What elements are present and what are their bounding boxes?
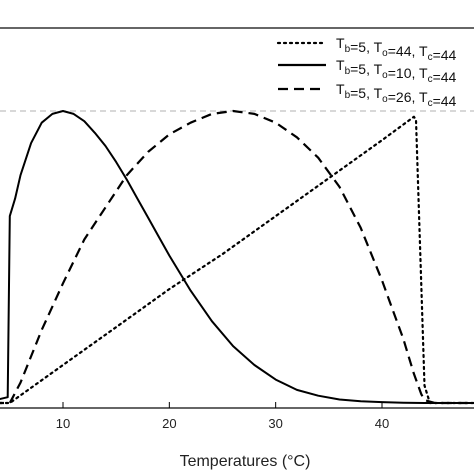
plot-frame (0, 27, 474, 409)
x-tick-label: 10 (56, 416, 70, 431)
series-line-solid (0, 110, 474, 404)
x-axis-title: Temperatures (°C) (180, 453, 311, 470)
series-line-dotted (0, 115, 474, 405)
legend-label: Tb=5, To=44, Tc=44 (336, 35, 457, 63)
x-tick-label: 40 (375, 416, 389, 431)
x-axis: 10 20 30 40 (56, 402, 389, 431)
plot-border (0, 27, 474, 409)
series-line-dashed (0, 109, 474, 405)
x-tick-label: 20 (162, 416, 176, 431)
legend-label: Tb=5, To=10, Tc=44 (336, 57, 457, 85)
series-layer (0, 109, 474, 405)
x-tick-label: 30 (268, 416, 282, 431)
legend-label: Tb=5, To=26, Tc=44 (336, 81, 457, 109)
